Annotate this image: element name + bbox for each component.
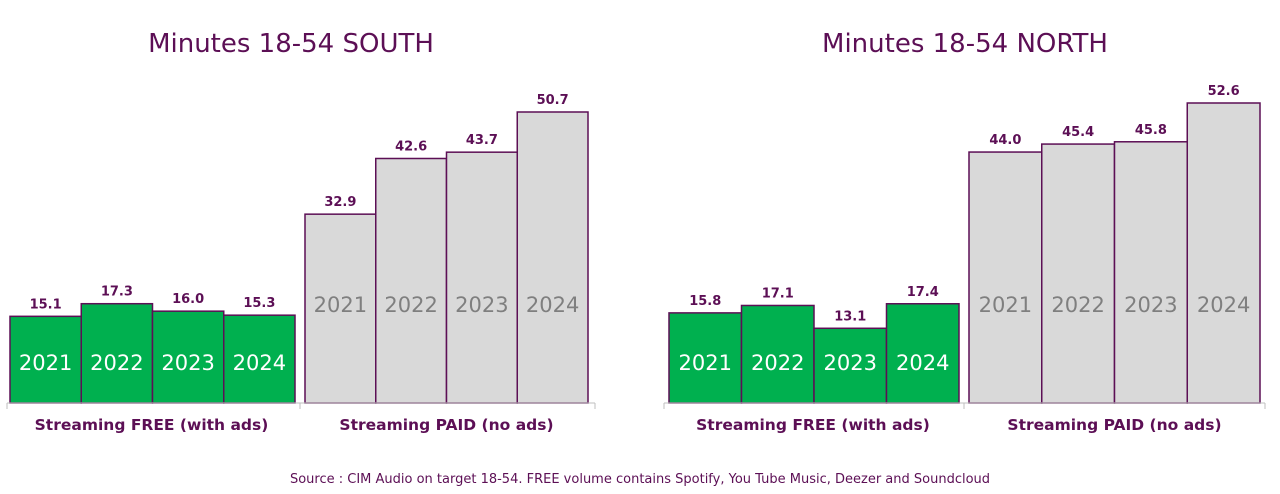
year-label: 2023 (161, 351, 214, 375)
year-label: 2024 (1197, 293, 1250, 317)
bar-paid-2024 (516, 111, 589, 404)
data-label: 17.1 (762, 286, 794, 301)
data-label: 13.1 (834, 309, 866, 324)
data-label: 15.8 (689, 294, 721, 309)
bar-paid-2021 (968, 151, 1043, 404)
data-label: 15.1 (30, 297, 62, 312)
data-label: 43.7 (466, 133, 498, 148)
category-label: Streaming PAID (no ads) (339, 416, 553, 434)
category-label: Streaming FREE (with ads) (696, 416, 930, 434)
data-label: 32.9 (324, 195, 356, 210)
data-label: 45.4 (1062, 125, 1094, 140)
category-label: Streaming PAID (no ads) (1007, 416, 1221, 434)
category-label: Streaming FREE (with ads) (35, 416, 269, 434)
year-label: 2021 (979, 293, 1032, 317)
data-label: 50.7 (537, 93, 569, 108)
year-label: 2022 (1051, 293, 1104, 317)
bar-paid-2022 (1041, 143, 1116, 404)
year-label: 2021 (19, 351, 72, 375)
bar-free-2022 (80, 302, 154, 404)
bar-paid-2024 (1186, 102, 1261, 404)
year-label: 2024 (526, 293, 579, 317)
chart-title: Minutes 18-54 NORTH (822, 29, 1108, 59)
bar-paid-2023 (445, 151, 518, 404)
bar-paid-2022 (375, 157, 448, 404)
data-label: 15.3 (243, 296, 275, 311)
year-label: 2024 (896, 351, 949, 375)
year-label: 2023 (455, 293, 508, 317)
data-label: 42.6 (395, 139, 427, 154)
data-label: 45.8 (1135, 123, 1167, 138)
bar-free-2024 (885, 303, 960, 404)
data-label: 44.0 (989, 133, 1021, 148)
year-label: 2022 (90, 351, 143, 375)
year-label: 2021 (679, 351, 732, 375)
bar-free-2023 (151, 310, 225, 404)
bar-free-2021 (9, 315, 82, 404)
year-label: 2024 (233, 351, 286, 375)
source-note: Source : CIM Audio on target 18-54. FREE… (290, 472, 990, 487)
chart-title: Minutes 18-54 SOUTH (148, 29, 434, 59)
bar-free-2024 (223, 314, 296, 404)
year-label: 2023 (1124, 293, 1177, 317)
year-label: 2021 (314, 293, 367, 317)
data-label: 16.0 (172, 292, 204, 307)
data-label: 52.6 (1208, 84, 1240, 99)
data-label: 17.4 (907, 285, 939, 300)
year-label: 2022 (384, 293, 437, 317)
year-label: 2023 (824, 351, 877, 375)
year-label: 2022 (751, 351, 804, 375)
bar-paid-2023 (1113, 141, 1188, 404)
data-label: 17.3 (101, 285, 133, 300)
bar-free-2021 (668, 312, 743, 404)
